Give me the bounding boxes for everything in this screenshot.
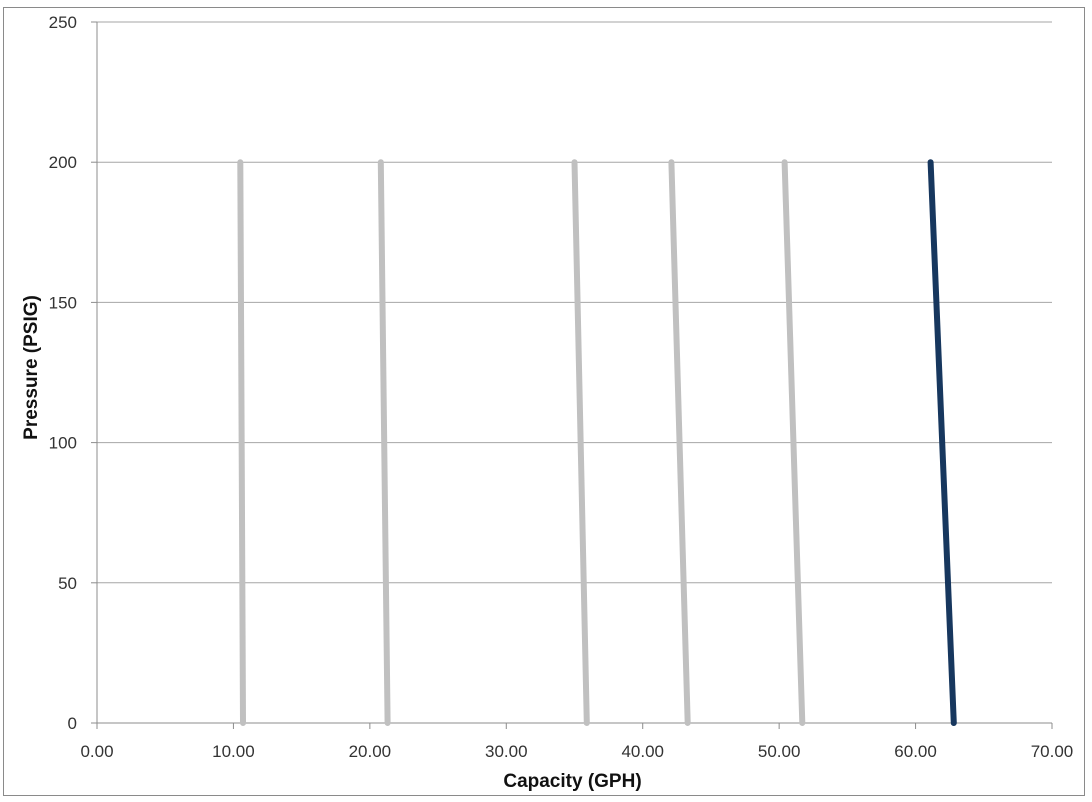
series-line-1 bbox=[237, 159, 246, 726]
x-tick-label: 40.00 bbox=[621, 742, 664, 761]
x-tick-label: 60.00 bbox=[894, 742, 937, 761]
x-tick-label: 50.00 bbox=[758, 742, 801, 761]
series-lines bbox=[237, 159, 957, 726]
y-tick-label: 50 bbox=[58, 574, 77, 593]
series-line-4 bbox=[668, 159, 691, 726]
series-line-6 bbox=[927, 159, 957, 726]
chart-frame bbox=[3, 7, 1085, 796]
series-line-3 bbox=[571, 159, 590, 726]
axes bbox=[91, 21, 1053, 729]
y-tick-label: 0 bbox=[68, 714, 77, 733]
gridlines bbox=[97, 21, 1052, 584]
y-tick-label: 250 bbox=[49, 13, 77, 32]
x-axis-title: Capacity (GPH) bbox=[503, 771, 641, 792]
tick-labels: 0 50 100 150 200 250 0.00 10.00 20.00 30.00 40.00 5… bbox=[49, 13, 1074, 761]
x-tick-label: 0.00 bbox=[80, 742, 113, 761]
y-tick-label: 150 bbox=[49, 293, 77, 312]
y-tick-label: 200 bbox=[49, 153, 77, 172]
x-tick-label: 70.00 bbox=[1031, 742, 1074, 761]
y-tick-label: 100 bbox=[49, 434, 77, 453]
series-line-5 bbox=[781, 159, 806, 726]
series-line-2 bbox=[377, 159, 391, 726]
x-tick-label: 30.00 bbox=[485, 742, 528, 761]
y-axis-title: Pressure (PSIG) bbox=[21, 295, 42, 440]
x-tick-label: 10.00 bbox=[212, 742, 255, 761]
x-tick-label: 20.00 bbox=[349, 742, 392, 761]
